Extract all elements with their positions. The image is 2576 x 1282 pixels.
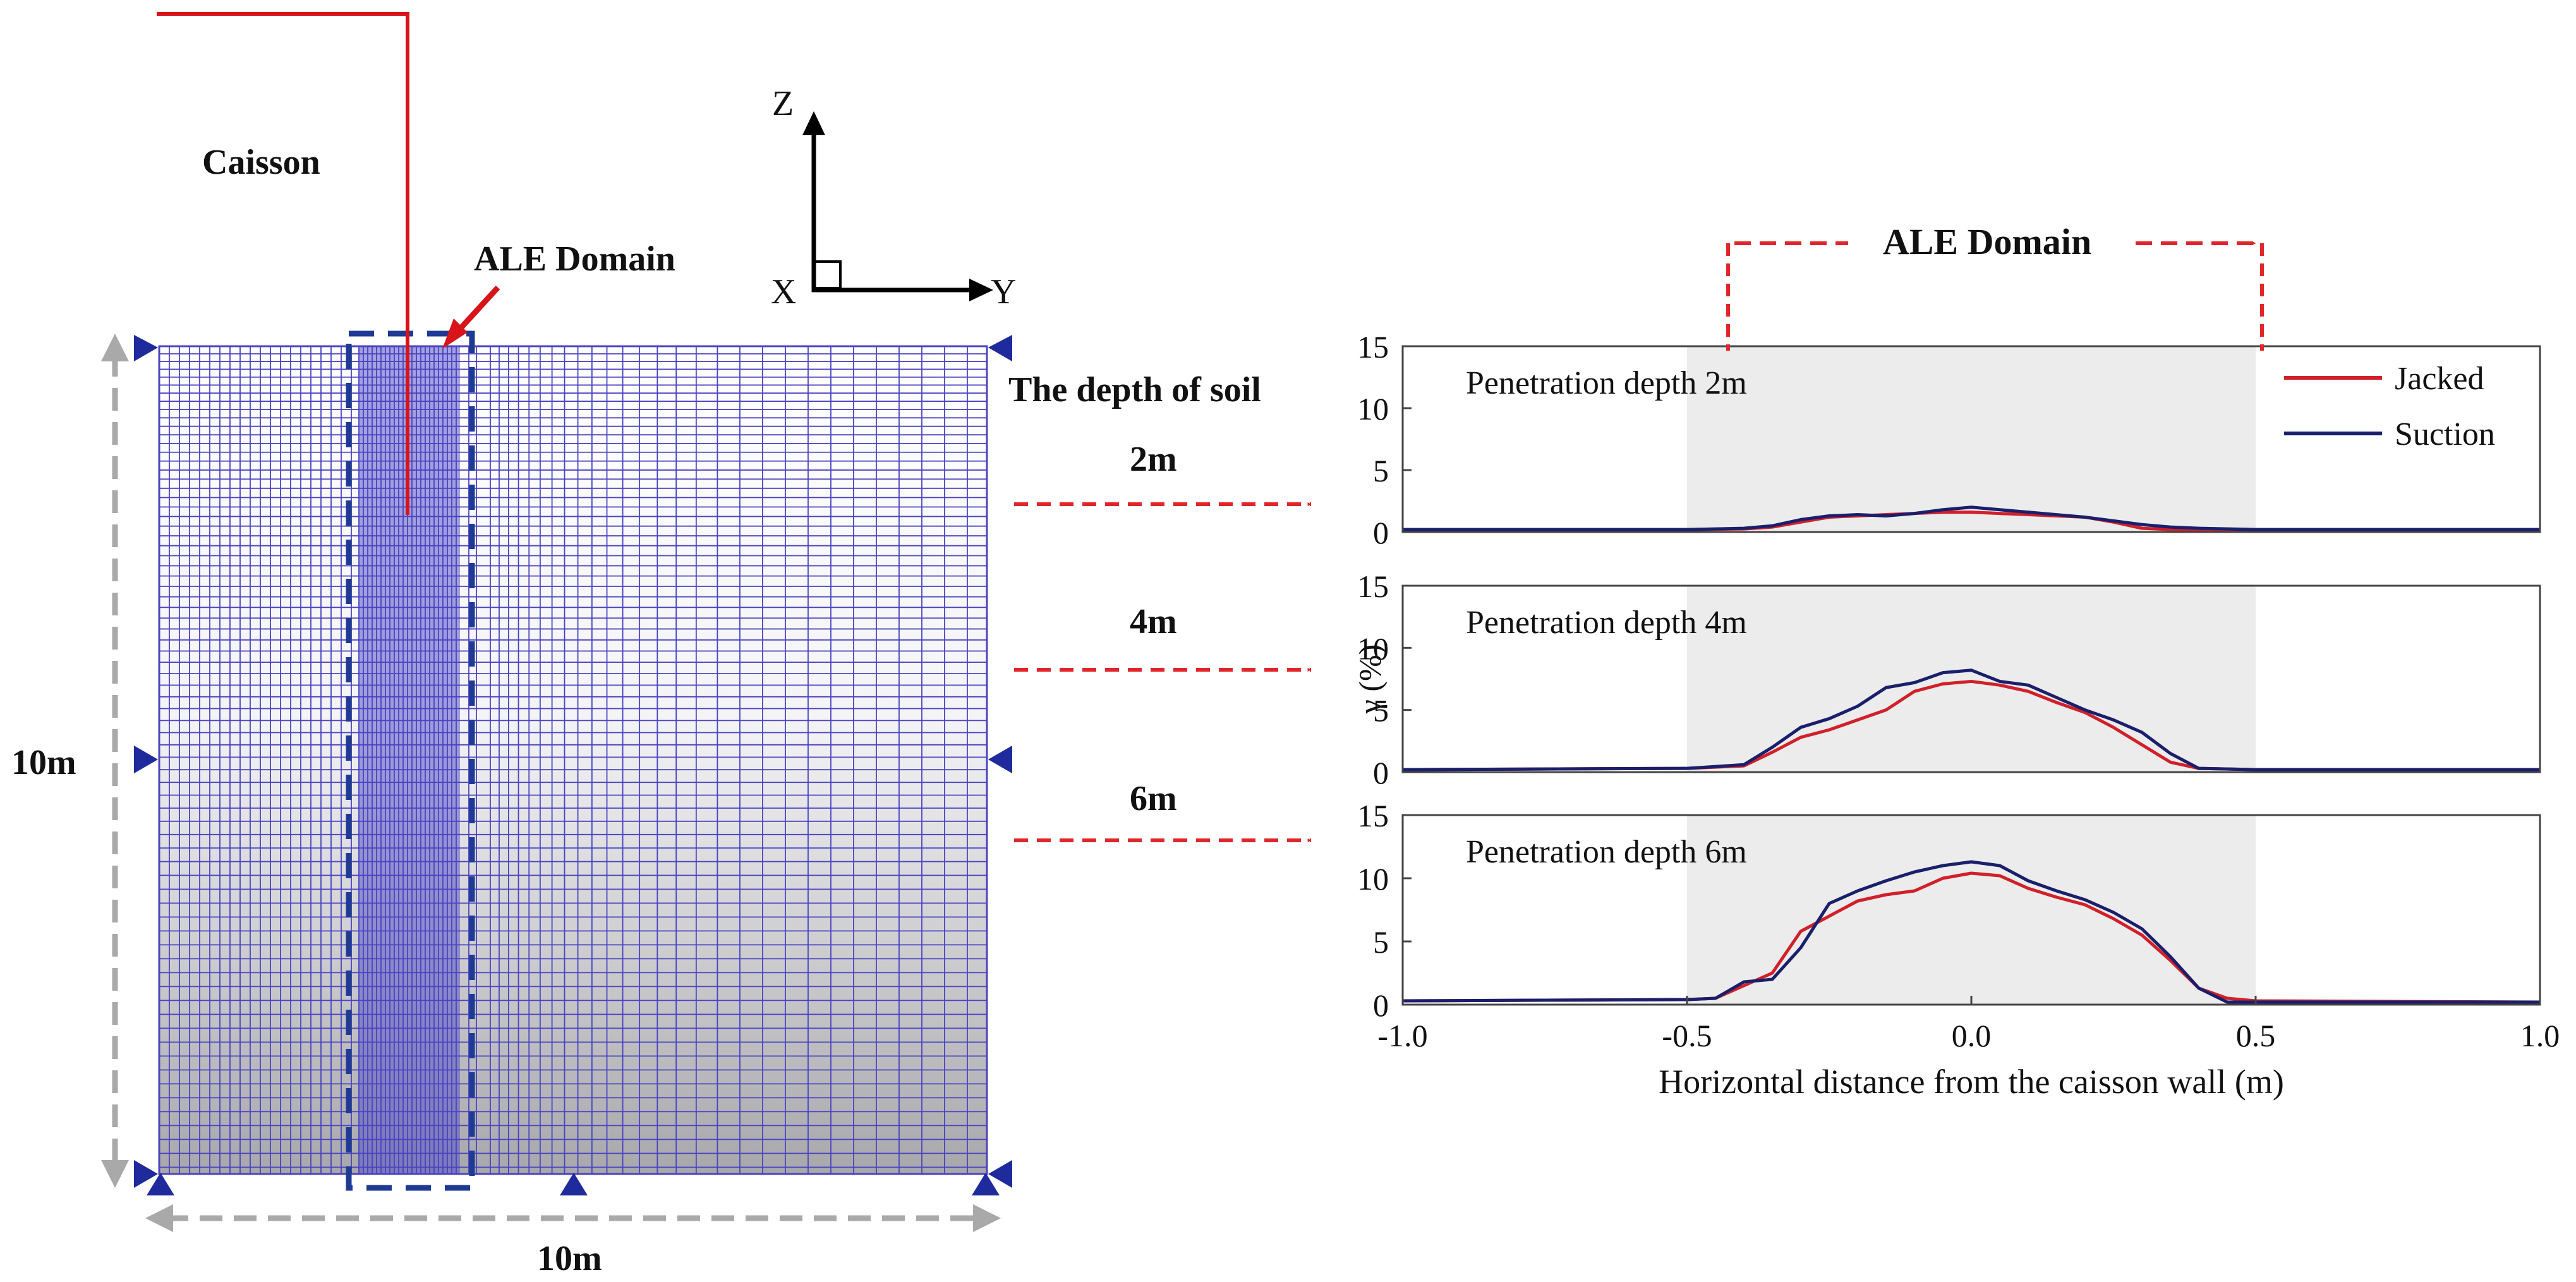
series-line-jacked — [1402, 679, 2540, 771]
depth-arrows — [1014, 502, 1312, 842]
ale-shaded-region — [1687, 815, 2256, 1005]
x-axis-label: X — [771, 272, 796, 311]
y-tick-label: 15 — [1357, 798, 1389, 833]
series-line-suction — [1403, 505, 2540, 531]
boundary-supports — [134, 335, 1012, 1195]
series-line-jacked — [1403, 511, 2540, 531]
support-marker — [147, 1173, 174, 1195]
ale-pointer-head — [442, 318, 468, 349]
depth-label-4m: 4m — [1130, 602, 1177, 641]
support-marker — [134, 335, 158, 361]
plot-frame — [1401, 584, 2541, 773]
ale-bracket-label: ALE Domain — [1883, 221, 2091, 262]
support-marker — [134, 1160, 158, 1188]
y-tick-label: 10 — [1357, 391, 1389, 426]
ale-domain-box — [346, 330, 475, 1191]
y-tick-label: 5 — [1373, 924, 1389, 960]
plot-frame — [1401, 345, 2541, 533]
y-axis-label: γ (%) — [1352, 644, 1388, 715]
legend-label: Jacked — [2395, 361, 2484, 397]
y-tick-label: 5 — [1373, 453, 1389, 488]
support-marker — [988, 335, 1012, 361]
x-axis-label: Horizontal distance from the caisson wal… — [1659, 1063, 2284, 1101]
y-axis-label: Y — [991, 272, 1016, 311]
y-tick-label: 0 — [1373, 988, 1389, 1023]
y-tick-label: 0 — [1373, 755, 1389, 790]
chart-legend: Jacked Suction — [2284, 361, 2495, 452]
x-tick-label: -1.0 — [1377, 1018, 1427, 1053]
series-line-suction — [1402, 860, 2540, 1004]
height-dimension-label: 10m — [11, 743, 76, 782]
y-tick-label: 15 — [1357, 329, 1389, 365]
support-marker — [134, 746, 158, 773]
soil-depth-title: The depth of soil — [1008, 370, 1261, 409]
x-tick-label: -0.5 — [1662, 1018, 1712, 1053]
dimension-arrowheads — [101, 334, 1001, 1232]
chart-panel: 0 5 10 15 -1.0 -0.5 0.0 0.5 1.0 Penetration depth… — [1357, 798, 2560, 1101]
series-line-suction — [1402, 668, 2540, 771]
caisson-label: Caisson — [202, 143, 320, 182]
support-marker — [972, 1173, 1000, 1195]
chart-panel: 0 5 10 15 Penetration depth 2m Jacked Suction — [1357, 329, 2541, 550]
chart-panel: 0 5 10 15 Penetration depth 4m γ (%) — [1352, 569, 2541, 790]
support-marker — [560, 1173, 588, 1195]
z-axis-arrowhead — [802, 111, 825, 135]
x-tick-label: 0.5 — [2236, 1018, 2276, 1053]
y-axis-arrowhead — [969, 279, 993, 301]
ale-shaded-region — [1687, 346, 2256, 532]
ale-domain-bracket: ALE Domain — [1726, 221, 2264, 351]
legend-label: Suction — [2395, 416, 2495, 452]
caisson-line — [157, 12, 409, 515]
ale-domain-label: ALE Domain — [474, 239, 675, 279]
z-axis-label: Z — [772, 84, 794, 123]
soil-domain — [159, 346, 987, 1174]
panel-label: Penetration depth 2m — [1466, 365, 1747, 401]
y-tick-label: 15 — [1357, 569, 1389, 604]
depth-label-6m: 6m — [1130, 779, 1177, 818]
panel-label: Penetration depth 6m — [1466, 834, 1747, 870]
support-marker — [988, 746, 1012, 773]
y-tick-label: 0 — [1373, 515, 1389, 550]
series-line-jacked — [1402, 871, 2541, 1004]
depth-label-2m: 2m — [1130, 440, 1177, 479]
y-tick-label: 5 — [1373, 693, 1389, 729]
ale-shaded-region — [1687, 586, 2256, 772]
x-axis-symbol — [813, 260, 842, 289]
x-tick-label: 1.0 — [2520, 1018, 2560, 1053]
width-dimension-label: 10m — [537, 1239, 602, 1278]
panel-label: Penetration depth 4m — [1466, 605, 1747, 641]
soil-mesh — [158, 345, 988, 1175]
x-tick-label: 0.0 — [1952, 1018, 1992, 1053]
y-tick-label: 10 — [1357, 861, 1389, 897]
y-tick-label: 10 — [1357, 631, 1389, 666]
coordinate-axes: Z X Y — [771, 84, 1016, 311]
support-marker — [988, 1160, 1012, 1188]
